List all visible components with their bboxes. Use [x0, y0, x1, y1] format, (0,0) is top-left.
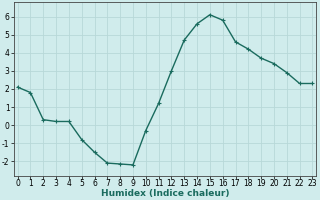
X-axis label: Humidex (Indice chaleur): Humidex (Indice chaleur)	[101, 189, 229, 198]
